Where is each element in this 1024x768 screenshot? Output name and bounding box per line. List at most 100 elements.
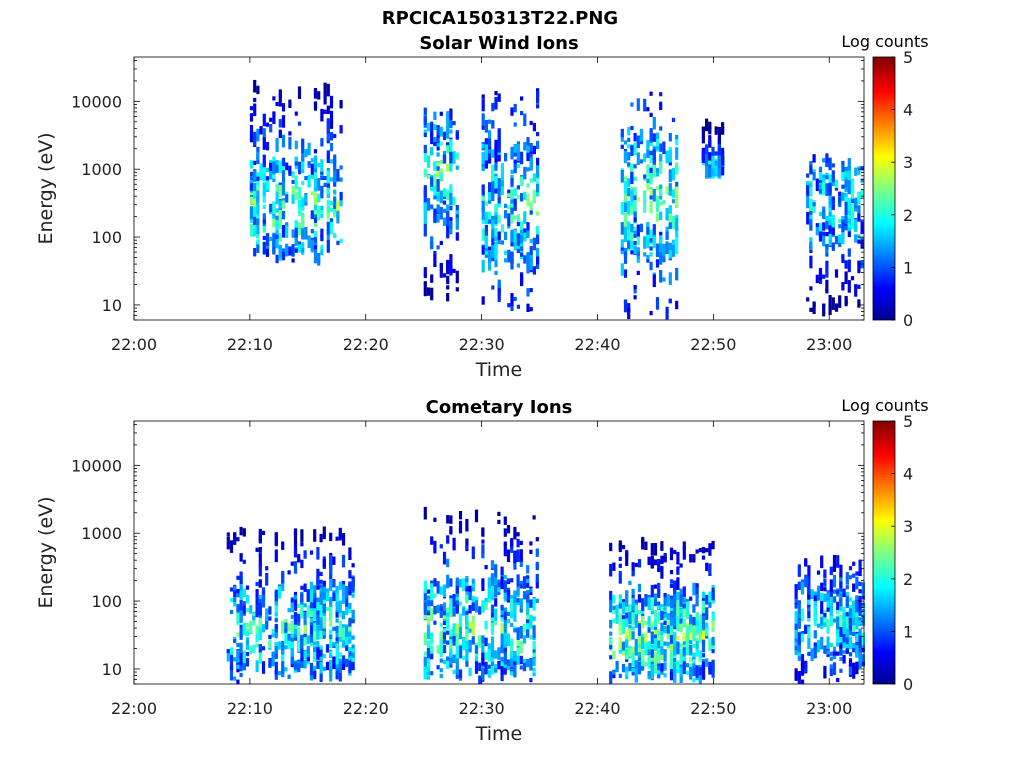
data-cell [653,561,658,566]
data-cell [669,631,674,644]
data-cell [323,82,327,96]
data-cell [446,656,450,669]
data-cell [655,146,660,151]
data-cell [345,597,349,611]
data-cell [449,217,453,222]
data-cell [516,233,520,246]
data-cell [625,648,629,658]
data-cell [506,619,511,624]
data-cell [620,170,624,183]
data-cell [829,664,833,669]
data-cell [249,133,254,143]
data-cell [284,667,288,672]
data-cell [627,229,631,235]
data-cell [671,220,676,230]
data-cell [335,667,339,672]
data-cell [245,623,250,628]
data-cell [618,613,622,626]
data-cell [822,303,826,308]
data-cell [692,554,696,563]
data-cell [621,545,626,550]
data-cell [526,596,530,605]
data-cell [532,616,536,621]
data-cell [436,645,440,654]
data-cell [474,645,479,654]
data-cell [439,622,443,627]
data-cell [310,210,314,219]
data-cell [341,595,346,604]
data-cell [526,658,530,668]
data-cell [673,670,677,683]
data-cell [526,142,530,151]
data-cell [692,643,696,648]
data-cell [668,133,672,142]
data-cell [497,214,501,224]
colorbar-tick-label: 4 [903,101,913,120]
data-cell [636,251,640,256]
data-cell [852,583,856,592]
colorbar-gradient [872,56,896,321]
data-cell [841,282,845,291]
data-cell [841,216,845,221]
data-cell [510,658,514,667]
data-cell [249,206,254,219]
data-cell [494,585,498,598]
data-cell [494,233,498,242]
data-cell [679,617,683,630]
data-cell [850,276,855,281]
data-cell [274,589,278,603]
data-cell [484,156,488,169]
data-cell [449,262,453,276]
data-cell [430,147,434,156]
data-cell [439,262,443,272]
data-cell [320,185,324,199]
data-cell [857,260,861,274]
data-cell [513,628,517,633]
data-cell [236,643,240,648]
data-cell [812,200,816,213]
data-cell [797,581,801,590]
data-cell [494,203,498,213]
data-cell [291,244,295,257]
data-cell [631,653,635,662]
data-cell [269,236,273,242]
data-cell [262,241,266,255]
data-cell [689,657,693,662]
data-cell [861,632,865,646]
data-cell [261,646,266,651]
data-cell [458,669,463,678]
data-cell [698,548,702,553]
data-cell [281,661,285,674]
data-cell [300,529,304,542]
data-cell [439,544,443,549]
data-cell [494,96,498,110]
data-cell [646,178,650,183]
data-cell [503,619,507,633]
data-cell [652,133,656,142]
data-cell [813,645,817,659]
data-cell [507,249,511,263]
data-cell [861,654,865,667]
data-cell [468,644,472,649]
data-cell [826,607,830,612]
data-cell [484,211,488,225]
data-cell [322,615,326,629]
data-cell [281,652,285,666]
data-cell [265,244,270,257]
data-cell [265,176,270,181]
data-cell [338,658,342,663]
data-cell [494,598,498,607]
data-cell [659,252,663,265]
data-cell [481,198,485,212]
data-cell [430,240,434,250]
data-cell [430,186,434,191]
data-cell [455,594,459,603]
data-cell [842,612,846,621]
data-cell [655,213,660,222]
data-cell [536,226,540,235]
data-cell [649,91,653,96]
data-cell [523,255,527,264]
data-cell [490,573,495,586]
data-cell [274,618,278,623]
data-cell [307,174,311,188]
